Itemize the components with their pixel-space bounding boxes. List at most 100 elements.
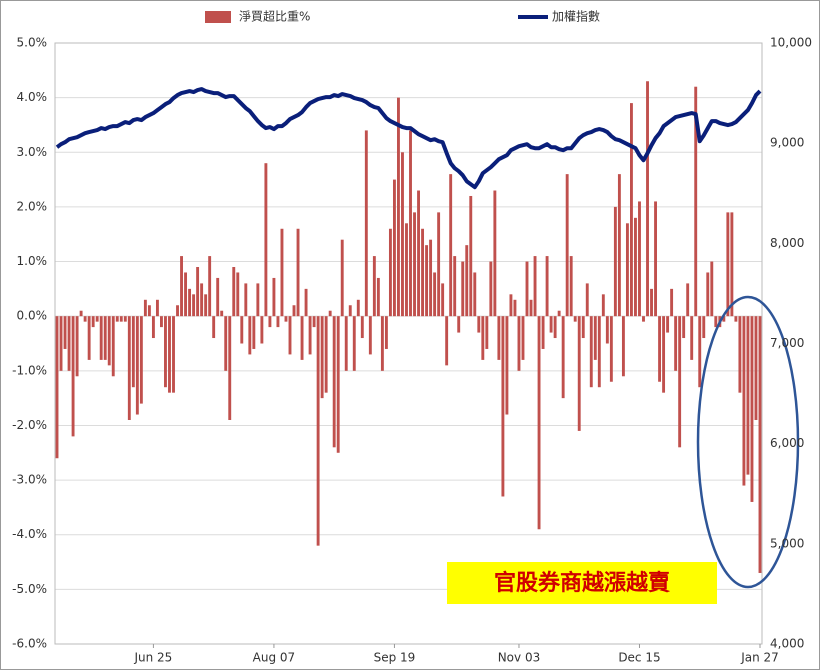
bar [376, 277, 380, 317]
bar [437, 212, 441, 317]
bar [155, 299, 159, 317]
bar [445, 316, 449, 366]
bar [220, 310, 224, 317]
bar [457, 316, 461, 333]
bar [160, 316, 163, 328]
bar [489, 261, 493, 317]
bar [477, 316, 481, 333]
y2-tick-label: 6,000 [770, 436, 804, 450]
bar [581, 316, 585, 339]
y-tick-label: -5.0% [12, 582, 47, 596]
bar [212, 316, 216, 339]
bar [244, 283, 248, 317]
bar [417, 190, 420, 317]
bar [196, 267, 200, 317]
bar [147, 305, 151, 317]
bar [405, 223, 408, 317]
bar [172, 316, 175, 393]
bar [674, 316, 678, 371]
plot-border [54, 42, 763, 645]
bar [168, 316, 171, 393]
bar [176, 305, 179, 317]
bar [71, 316, 75, 437]
bar [356, 299, 360, 317]
bar [216, 277, 220, 317]
bar [742, 316, 746, 486]
x-tick-label: Sep 19 [374, 651, 416, 665]
y-tick-label: -3.0% [12, 473, 47, 487]
bar [682, 316, 686, 339]
bar [368, 316, 372, 355]
bar [292, 305, 296, 317]
bar [593, 316, 597, 360]
bar [409, 130, 412, 317]
bar [364, 130, 368, 317]
bar [433, 272, 437, 317]
bar [629, 103, 633, 317]
bar [425, 245, 429, 317]
bar [413, 212, 416, 317]
index-line [55, 87, 762, 190]
bar [469, 195, 473, 317]
bar [256, 283, 260, 317]
highlight-ellipse [696, 295, 800, 589]
bar [348, 305, 352, 317]
bar [694, 86, 698, 317]
bar [509, 294, 513, 317]
bar [284, 316, 288, 322]
bar [401, 152, 404, 317]
bar [714, 316, 718, 328]
bar [352, 316, 356, 371]
bar [505, 316, 509, 415]
bar [529, 299, 533, 317]
bar [300, 316, 304, 360]
bar [208, 256, 212, 317]
bar [634, 217, 637, 317]
bar [328, 310, 332, 317]
x-tick-label: Aug 07 [253, 651, 296, 665]
bar [541, 316, 545, 349]
bar [332, 316, 336, 448]
bar [597, 316, 601, 388]
bar [344, 316, 348, 371]
bar [388, 228, 392, 317]
bar [461, 261, 465, 317]
bar [738, 316, 742, 393]
bar [617, 174, 621, 317]
bar [557, 310, 561, 317]
bar [662, 316, 666, 393]
bar [525, 261, 529, 317]
bar [324, 316, 328, 393]
bar [240, 316, 244, 344]
bar [139, 316, 143, 404]
bar [493, 190, 497, 317]
bar [734, 316, 738, 322]
y-tick-label: 1.0% [17, 254, 48, 268]
bar [686, 283, 690, 317]
bar [75, 316, 79, 377]
bar [545, 256, 549, 317]
bar [192, 294, 196, 317]
bar [224, 316, 228, 371]
bar [111, 316, 115, 377]
bar [184, 272, 188, 317]
bar [83, 316, 87, 322]
bar [55, 316, 59, 459]
bar [280, 228, 284, 317]
bar [397, 97, 400, 317]
bar [754, 316, 758, 420]
y-tick-label: 2.0% [17, 199, 48, 213]
y2-tick-label: 5,000 [770, 536, 804, 550]
bar [296, 228, 300, 317]
bar [513, 299, 517, 317]
bar [605, 316, 609, 344]
bar [642, 316, 645, 322]
bar [63, 316, 67, 349]
bar [485, 316, 489, 349]
bar [585, 283, 589, 317]
bar [372, 256, 376, 317]
bar [746, 316, 750, 475]
y2-tick-label: 7,000 [770, 336, 804, 350]
bar [264, 163, 268, 317]
